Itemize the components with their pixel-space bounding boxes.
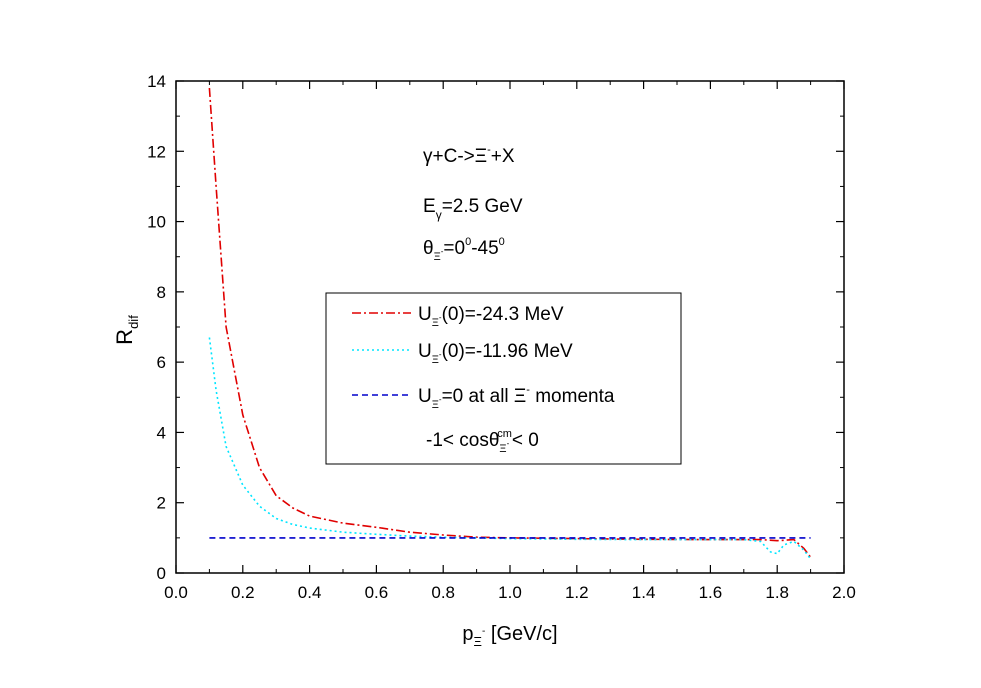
x-tick-label: 1.2 (565, 583, 589, 602)
angle-annotation: θΞ-=00-450 (423, 236, 505, 263)
y-tick-label: 2 (157, 494, 166, 513)
legend: UΞ-(0)=-24.3 MeV UΞ-(0)=-11.96 MeV UΞ-=0… (325, 292, 682, 465)
legend-entry-1: UΞ-(0)=-24.3 MeV (418, 304, 564, 329)
x-tick-label: 0.0 (164, 583, 188, 602)
energy-annotation: Eγ=2.5 GeV (423, 196, 523, 222)
axis-layer: 0.0 0.2 0.4 0.6 0.8 1.0 1.2 1.4 1.6 1.8 2.0 0 2 4 6 8 10… (147, 72, 856, 602)
x-tick-label: 1.8 (765, 583, 789, 602)
y-tick-label: 12 (147, 142, 166, 161)
x-tick-label: 1.0 (498, 583, 522, 602)
x-tick-label: 0.8 (431, 583, 455, 602)
x-tick-label: 1.6 (699, 583, 723, 602)
legend-entry-3: UΞ-=0 at all Ξ- momenta (418, 384, 615, 411)
x-tick-label: 2.0 (832, 583, 856, 602)
y-tick-label: 10 (147, 213, 166, 232)
x-tick-label: 0.4 (298, 583, 322, 602)
y-tick-label: 0 (157, 564, 166, 583)
y-tick-label: 14 (147, 72, 166, 91)
y-tick-label: 6 (157, 353, 166, 372)
reaction-annotation: γ+C->Ξ-+X (423, 144, 515, 167)
y-tick-label: 4 (157, 423, 166, 442)
y-tick-label: 8 (157, 283, 166, 302)
x-tick-label: 1.4 (632, 583, 656, 602)
x-axis-label: pΞ- [GeV/c] (462, 623, 557, 649)
x-tick-label: 0.6 (365, 583, 389, 602)
legend-box (325, 292, 682, 465)
legend-entry-2: UΞ-(0)=-11.96 MeV (418, 341, 573, 366)
series-layer (208, 87, 812, 560)
x-tick-label: 0.2 (231, 583, 255, 602)
legend-note: -1< cosθΞ-cm< 0 (426, 428, 539, 455)
series-1-line (208, 87, 812, 558)
y-axis-label: Rdif (112, 315, 141, 345)
